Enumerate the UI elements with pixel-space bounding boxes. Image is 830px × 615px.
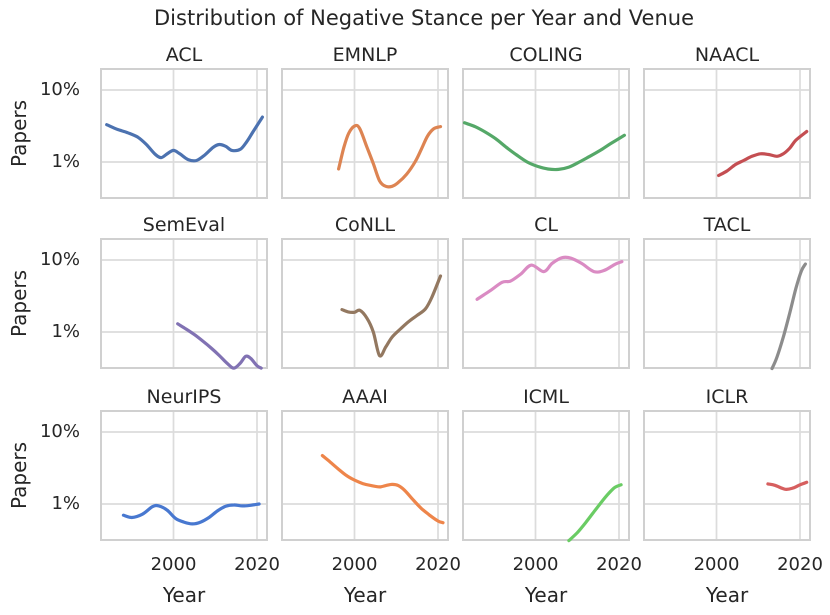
facet-title-naacl: NAACL [694, 44, 760, 66]
plot-border [462, 410, 630, 541]
facet-plot-semeval [100, 238, 268, 370]
facet-title-neurips: NeurIPS [146, 386, 222, 408]
x-tick-2020-col3: 2020 [596, 554, 642, 575]
y-tick-10pct-row2: 10% [39, 249, 80, 270]
facet-plot-emnlp [281, 68, 449, 199]
plot-border [281, 68, 449, 199]
line-icml [567, 483, 623, 543]
x-axis-label-col1: Year [162, 583, 206, 607]
line-aaai [320, 454, 445, 525]
x-tick-2020-col1: 2020 [234, 554, 280, 575]
y-tick-1pct-row1: 1% [51, 151, 80, 172]
line-neurips [121, 502, 261, 526]
y-tick-1pct-row3: 1% [51, 493, 80, 514]
line-acl [105, 115, 264, 163]
x-tick-2000-col2: 2000 [331, 554, 378, 575]
line-conll [340, 274, 443, 358]
line-semeval [176, 322, 263, 370]
facet-title-coling: COLING [509, 44, 583, 66]
plot-border [462, 238, 630, 369]
facet-plot-neurips [100, 410, 268, 541]
x-tick-2000-col4: 2000 [693, 554, 740, 575]
facet-title-cl: CL [534, 214, 558, 236]
facet-title-semeval: SemEval [142, 214, 226, 236]
line-tacl [770, 262, 807, 371]
plot-border [281, 410, 449, 541]
facet-plot-coling [462, 68, 630, 199]
line-iclr [766, 480, 809, 491]
facet-plot-naacl [643, 68, 811, 199]
facet-title-iclr: ICLR [705, 386, 749, 408]
x-tick-2000-col3: 2000 [512, 554, 559, 575]
plot-border [462, 68, 630, 199]
line-emnlp [337, 123, 443, 189]
x-tick-2000-col1: 2000 [150, 554, 197, 575]
x-tick-2020-col4: 2020 [777, 554, 823, 575]
facet-plot-icml [462, 410, 630, 543]
facet-plot-tacl [643, 238, 811, 371]
plot-border [643, 68, 811, 199]
facet-title-conll: CoNLL [334, 214, 396, 236]
facet-plot-conll [281, 238, 449, 369]
x-axis-label-col2: Year [343, 583, 387, 607]
plot-border [100, 238, 268, 369]
plot-border [100, 410, 268, 541]
facet-title-icml: ICML [523, 386, 569, 408]
facet-title-acl: ACL [165, 44, 203, 66]
line-coling [462, 121, 626, 172]
plot-border [643, 410, 811, 541]
y-tick-10pct-row1: 10% [39, 79, 80, 100]
facet-plot-cl [462, 238, 630, 369]
y-tick-1pct-row2: 1% [51, 321, 80, 342]
plot-border [100, 68, 268, 199]
x-axis-label-col4: Year [705, 583, 749, 607]
facet-plot-acl [100, 68, 268, 199]
facet-title-aaai: AAAI [342, 386, 388, 408]
plot-border [643, 238, 811, 369]
y-tick-10pct-row3: 10% [39, 421, 80, 442]
plot-border [281, 238, 449, 369]
facet-plot-iclr [643, 410, 811, 541]
facet-plot-aaai [281, 410, 449, 541]
facet-title-emnlp: EMNLP [332, 44, 398, 66]
line-naacl [717, 129, 809, 178]
x-axis-label-col3: Year [524, 583, 568, 607]
x-tick-2020-col2: 2020 [415, 554, 461, 575]
chart-title: Distribution of Negative Stance per Year… [154, 6, 694, 30]
facet-title-tacl: TACL [703, 214, 751, 236]
line-cl [475, 255, 624, 301]
